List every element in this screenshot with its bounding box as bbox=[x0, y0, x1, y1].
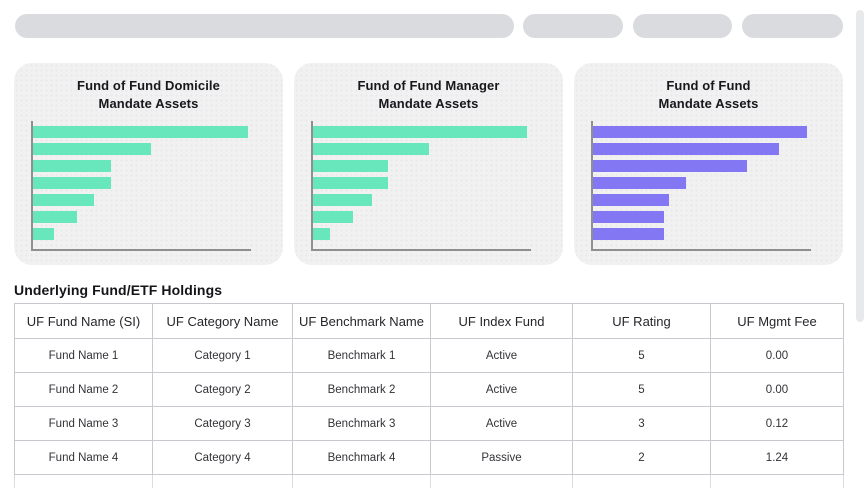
bar bbox=[33, 159, 112, 172]
column-header: UF Mgmt Fee bbox=[710, 303, 844, 339]
skeleton-pill-small-2 bbox=[633, 14, 732, 38]
bar bbox=[593, 210, 664, 223]
cell: Active bbox=[430, 372, 573, 407]
cell bbox=[572, 474, 711, 488]
column-header: UF Index Fund bbox=[430, 303, 573, 339]
cell: Benchmark 1 bbox=[292, 338, 431, 373]
cell: 3 bbox=[572, 406, 711, 441]
skeleton-pill-small-1 bbox=[523, 14, 623, 38]
bar bbox=[313, 159, 389, 172]
cell: Fund Name 4 bbox=[14, 440, 153, 475]
cell bbox=[152, 474, 293, 488]
cell: 0.00 bbox=[710, 338, 844, 373]
column-header: UF Category Name bbox=[152, 303, 293, 339]
chart-title: Fund of Fund Manager Mandate Assets bbox=[357, 78, 500, 112]
skeleton-pill-large bbox=[15, 14, 514, 38]
cell: Active bbox=[430, 406, 573, 441]
bar bbox=[33, 193, 95, 206]
bar bbox=[593, 193, 670, 206]
holdings-table-body: Fund Name 1 Category 1 Benchmark 1 Active 5 0… bbox=[14, 338, 844, 488]
bar bbox=[33, 142, 151, 155]
cell: Category 3 bbox=[152, 406, 293, 441]
cell: 2 bbox=[572, 440, 711, 475]
table-row: Fund Name 1 Category 1 Benchmark 1 Active 5 0… bbox=[14, 338, 844, 373]
bar bbox=[313, 176, 389, 189]
cell: Fund Name 2 bbox=[14, 372, 153, 407]
cell: Fund Name 3 bbox=[14, 406, 153, 441]
cell: Category 2 bbox=[152, 372, 293, 407]
chart-card-fof-mandate-assets: Fund of Fund Mandate Assets bbox=[574, 63, 843, 265]
chart-card-manager-mandate-assets: Fund of Fund Manager Mandate Assets bbox=[294, 63, 563, 265]
bar bbox=[313, 193, 372, 206]
bar bbox=[593, 125, 807, 138]
cell: Benchmark 4 bbox=[292, 440, 431, 475]
column-header: UF Fund Name (SI) bbox=[14, 303, 153, 339]
bar bbox=[33, 210, 77, 223]
holdings-table: UF Fund Name (SI) UF Category Name UF Benc… bbox=[14, 303, 844, 488]
bar bbox=[313, 227, 331, 240]
cell: Benchmark 2 bbox=[292, 372, 431, 407]
bar-chart-manager bbox=[311, 120, 531, 251]
cell bbox=[710, 474, 844, 488]
chart-title: Fund of Fund Mandate Assets bbox=[658, 78, 759, 112]
vertical-scrollbar-thumb[interactable] bbox=[856, 10, 864, 322]
cell: Fund Name 1 bbox=[14, 338, 153, 373]
chart-title: Fund of Fund Domicile Mandate Assets bbox=[77, 78, 220, 112]
cell: 1.24 bbox=[710, 440, 844, 475]
column-header: UF Benchmark Name bbox=[292, 303, 431, 339]
cell: Passive bbox=[430, 440, 573, 475]
charts-row: Fund of Fund Domicile Mandate Assets Fund… bbox=[14, 63, 843, 265]
bar bbox=[33, 125, 248, 138]
bar bbox=[313, 142, 429, 155]
bar-chart-fof bbox=[591, 120, 811, 251]
table-row: Fund Name 3 Category 3 Benchmark 3 Active 3 0… bbox=[14, 406, 844, 441]
cell: Category 1 bbox=[152, 338, 293, 373]
cell: Benchmark 3 bbox=[292, 406, 431, 441]
bar bbox=[593, 142, 780, 155]
table-row: Fund Name 4 Category 4 Benchmark 4 Passive 2… bbox=[14, 440, 844, 475]
bar bbox=[33, 227, 54, 240]
cell bbox=[430, 474, 573, 488]
bar bbox=[313, 125, 527, 138]
header-row: UF Fund Name (SI) UF Category Name UF Benc… bbox=[14, 303, 844, 339]
bar-chart-domicile bbox=[31, 120, 251, 251]
cell: 5 bbox=[572, 372, 711, 407]
cell: Active bbox=[430, 338, 573, 373]
column-header: UF Rating bbox=[572, 303, 711, 339]
holdings-section-title: Underlying Fund/ETF Holdings bbox=[14, 282, 223, 298]
table-row-partial bbox=[14, 474, 844, 488]
cell: 0.00 bbox=[710, 372, 844, 407]
cell: 5 bbox=[572, 338, 711, 373]
cell bbox=[292, 474, 431, 488]
cell bbox=[14, 474, 153, 488]
chart-card-domicile-mandate-assets: Fund of Fund Domicile Mandate Assets bbox=[14, 63, 283, 265]
bar bbox=[593, 227, 664, 240]
bar bbox=[33, 176, 112, 189]
skeleton-pill-small-3 bbox=[742, 14, 843, 38]
holdings-table-header: UF Fund Name (SI) UF Category Name UF Benc… bbox=[14, 303, 844, 339]
cell: Category 4 bbox=[152, 440, 293, 475]
table-row: Fund Name 2 Category 2 Benchmark 2 Active 5 0… bbox=[14, 372, 844, 407]
bar bbox=[593, 159, 747, 172]
cell: 0.12 bbox=[710, 406, 844, 441]
bar bbox=[313, 210, 354, 223]
skeleton-header bbox=[15, 14, 843, 38]
bar bbox=[593, 176, 686, 189]
